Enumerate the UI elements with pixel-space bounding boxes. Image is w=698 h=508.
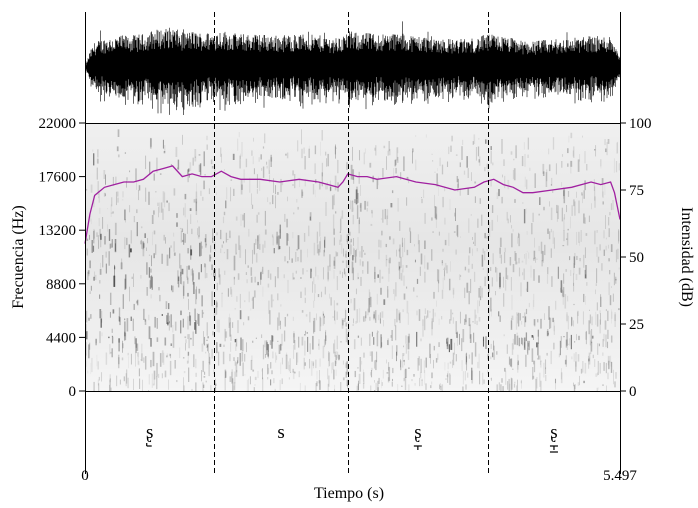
frequency-axis: 0 4400 8800 13200 17600 22000: [39, 116, 85, 400]
segment-label: ʂ: [550, 422, 557, 443]
segment-3: ʂ: [413, 422, 422, 450]
intensity-axis: 0 25 50 75 100: [620, 116, 652, 400]
db-tick-label: 50: [629, 250, 644, 266]
time-tick-label: 0: [81, 468, 89, 484]
segment-1: ʂ: [146, 422, 153, 447]
freq-tick-label: 8800: [46, 277, 76, 293]
db-tick-label: 100: [629, 116, 652, 132]
freq-tick-label: 13200: [39, 223, 77, 239]
freq-tick-label: 0: [69, 384, 77, 400]
plot-frame: [85, 12, 621, 474]
segment-label: s: [277, 422, 284, 443]
freq-tick-label: 17600: [39, 170, 77, 186]
freq-tick-label: 4400: [46, 330, 76, 346]
segment-2: s: [277, 422, 284, 443]
time-tick-label: 5.497: [603, 468, 637, 484]
db-tick-label: 25: [629, 317, 644, 333]
segment-label: ʂ: [414, 422, 421, 443]
db-tick-label: 75: [629, 183, 644, 199]
intensity-curve: [84, 165, 621, 244]
y-axis-title-left: Frecuencia (Hz): [10, 205, 27, 309]
waveform-trace: [85, 21, 620, 115]
x-axis-title: Tiempo (s): [314, 485, 384, 502]
time-axis: 0 5.497: [81, 468, 637, 484]
db-tick-label: 0: [629, 384, 637, 400]
y-axis-title-right: Intensidad (dB): [678, 207, 695, 307]
freq-tick-label: 22000: [39, 116, 77, 132]
segment-boundaries: [214, 12, 489, 474]
segment-label: ʂ: [146, 422, 153, 443]
segment-4: ʂ: [549, 422, 558, 453]
waveform-panel: [85, 21, 620, 115]
